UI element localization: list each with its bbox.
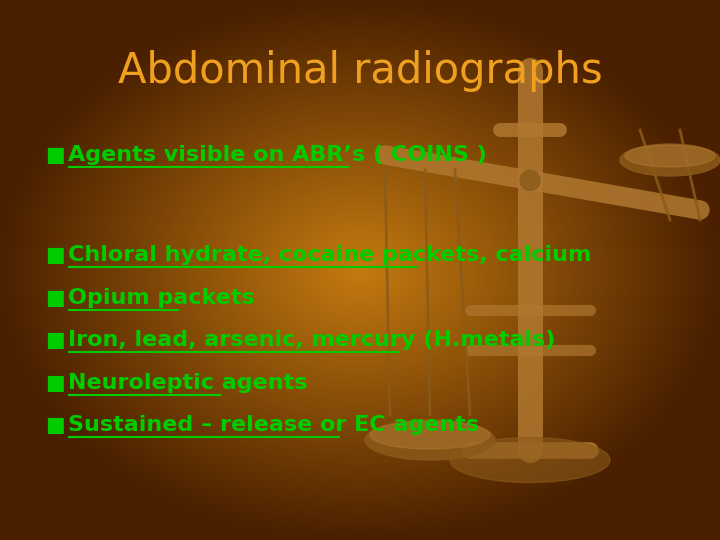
Text: Opium packets: Opium packets [68, 288, 255, 308]
Ellipse shape [450, 437, 610, 483]
Text: ■: ■ [45, 415, 65, 435]
Text: ■: ■ [45, 288, 65, 308]
Ellipse shape [520, 170, 540, 190]
Text: ■: ■ [45, 245, 65, 265]
Text: Neuroleptic agents: Neuroleptic agents [68, 373, 307, 393]
Ellipse shape [620, 144, 720, 176]
Text: ■: ■ [45, 373, 65, 393]
Text: Sustained – release or EC agents: Sustained – release or EC agents [68, 415, 479, 435]
Ellipse shape [625, 145, 715, 167]
Text: Chloral hydrate, cocaine packets, calcium: Chloral hydrate, cocaine packets, calciu… [68, 245, 591, 265]
Text: ■: ■ [45, 145, 65, 165]
Text: Abdominal radiographs: Abdominal radiographs [117, 50, 603, 92]
Ellipse shape [365, 420, 495, 460]
Ellipse shape [370, 421, 490, 449]
Text: Agents visible on ABR’s ( COINS ): Agents visible on ABR’s ( COINS ) [68, 145, 487, 165]
Text: Iron, lead, arsenic, mercury (H.metals): Iron, lead, arsenic, mercury (H.metals) [68, 330, 555, 350]
Text: ■: ■ [45, 330, 65, 350]
